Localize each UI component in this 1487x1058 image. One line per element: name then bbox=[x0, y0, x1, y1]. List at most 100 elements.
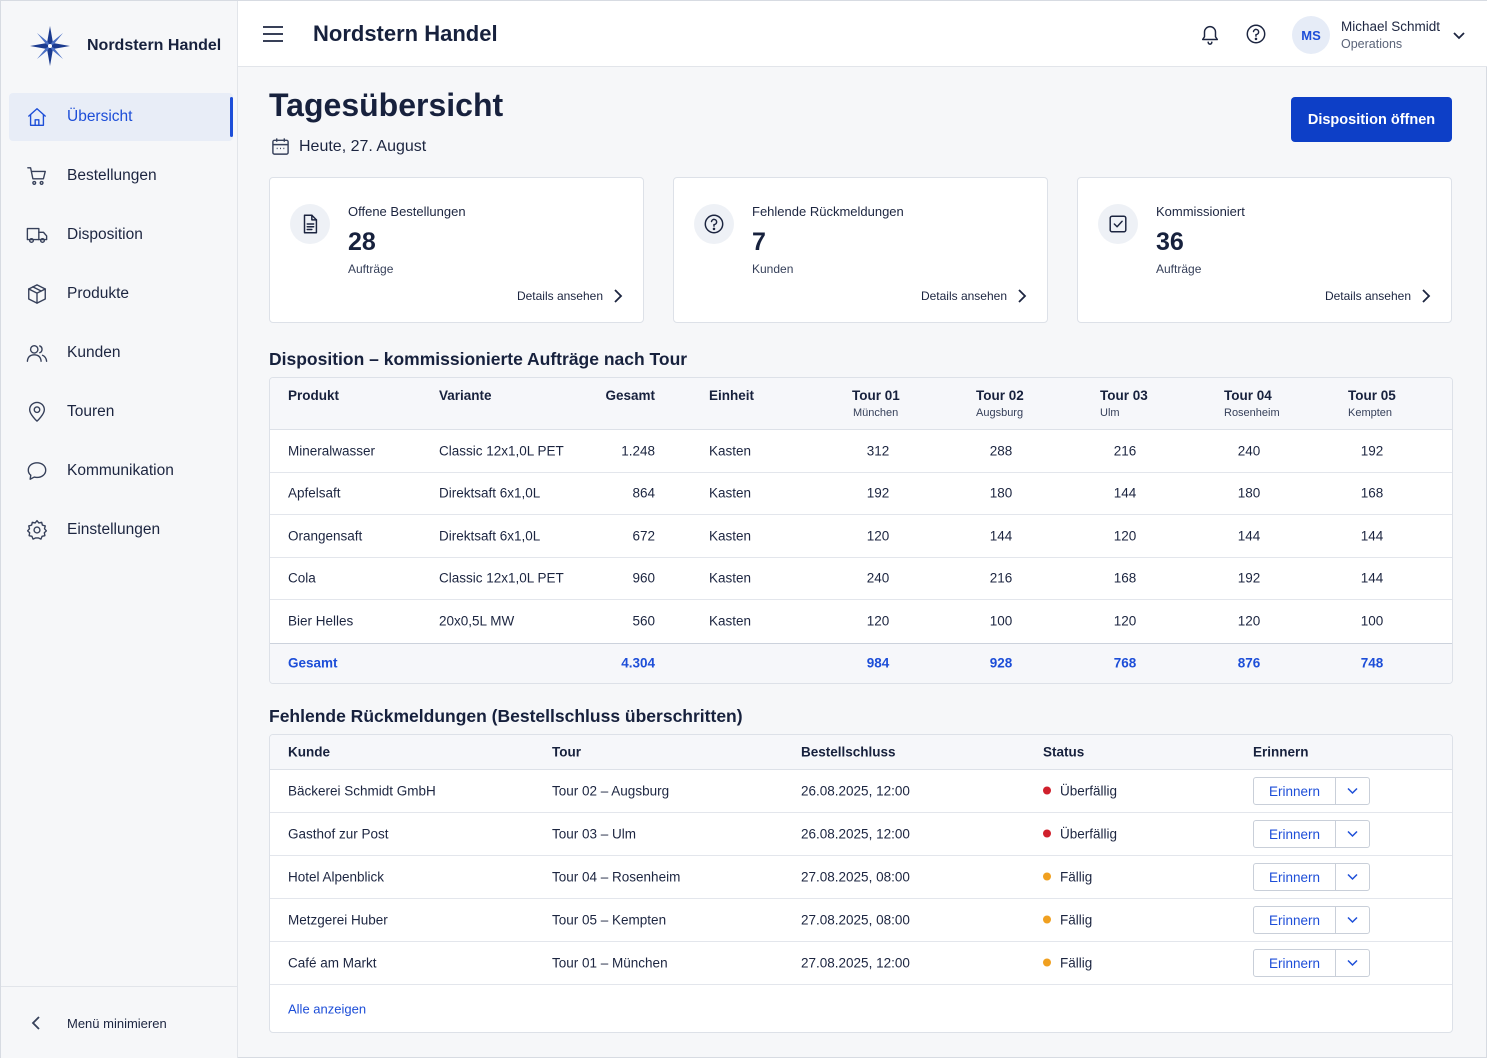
card-details-link[interactable]: Details ansehen bbox=[517, 288, 623, 304]
remind-options-dropdown[interactable] bbox=[1336, 821, 1369, 847]
top-header: Nordstern Handel MS Michael Schmidt Oper… bbox=[238, 1, 1487, 67]
card-label: Offene Bestellungen bbox=[348, 204, 466, 219]
table-footer: Alle anzeigen bbox=[270, 985, 1452, 1032]
column-header-gesamt: Gesamt bbox=[605, 388, 655, 403]
cell-variante: Direktsaft 6x1,0L bbox=[439, 528, 541, 544]
remind-options-dropdown[interactable] bbox=[1336, 950, 1369, 976]
sidebar-item-label: Kommunikation bbox=[67, 462, 174, 479]
show-all-link[interactable]: Alle anzeigen bbox=[288, 1001, 367, 1016]
status-badge: Fällig bbox=[1043, 956, 1092, 971]
card-missing-feedback: Fehlende Rückmeldungen 7 Kunden Details … bbox=[673, 177, 1048, 323]
cell-bestellschluss: 26.08.2025, 12:00 bbox=[801, 826, 910, 842]
table-row: Orangensaft Direktsaft 6x1,0L 672 Kasten… bbox=[270, 515, 1452, 558]
chevron-right-icon bbox=[1018, 289, 1027, 303]
menu-toggle-button[interactable] bbox=[262, 24, 284, 44]
status-label: Überfällig bbox=[1060, 826, 1118, 842]
cell-produkt: Cola bbox=[288, 570, 316, 586]
brand[interactable]: Nordstern Handel bbox=[29, 25, 221, 67]
status-badge: Überfällig bbox=[1043, 827, 1117, 842]
card-open-orders: Offene Bestellungen 28 Aufträge Details … bbox=[269, 177, 644, 323]
remind-button[interactable]: Erinnern bbox=[1254, 907, 1336, 933]
remind-split-button: Erinnern bbox=[1253, 863, 1370, 891]
status-label: Überfällig bbox=[1060, 783, 1118, 799]
remind-options-dropdown[interactable] bbox=[1336, 864, 1369, 890]
card-unit: Aufträge bbox=[1156, 262, 1202, 276]
remind-options-dropdown[interactable] bbox=[1336, 778, 1369, 804]
sidebar-item-kunden[interactable]: Kunden bbox=[9, 329, 233, 377]
status-badge: Überfällig bbox=[1043, 784, 1117, 799]
avatar[interactable]: MS bbox=[1292, 16, 1330, 54]
sidebar-item-kommunikation[interactable]: Kommunikation bbox=[9, 447, 233, 495]
collapse-menu-button[interactable]: Menü minimieren bbox=[1, 986, 237, 1058]
cell-tour: Tour 02 – Augsburg bbox=[552, 783, 670, 799]
column-header-bestellschluss: Bestellschluss bbox=[801, 744, 896, 760]
card-link-label: Details ansehen bbox=[920, 289, 1007, 303]
sidebar-item-produkte[interactable]: Produkte bbox=[9, 270, 233, 318]
chat-icon bbox=[25, 459, 49, 483]
total-tour-02: 928 bbox=[989, 655, 1013, 671]
cell-tour-02: 100 bbox=[989, 613, 1013, 629]
user-menu-dropdown[interactable] bbox=[1452, 28, 1466, 42]
open-disposition-button[interactable]: Disposition öffnen bbox=[1291, 97, 1452, 142]
cell-variante: Classic 12x1,0L PET bbox=[439, 443, 564, 459]
remind-button[interactable]: Erinnern bbox=[1254, 950, 1336, 976]
sidebar-item-label: Touren bbox=[67, 403, 115, 420]
table-row: Cola Classic 12x1,0L PET 960 Kasten 240 … bbox=[270, 558, 1452, 600]
status-badge: Fällig bbox=[1043, 913, 1092, 928]
sidebar-item-touren[interactable]: Touren bbox=[9, 388, 233, 436]
cell-kunde: Hotel Alpenblick bbox=[288, 869, 385, 885]
cell-gesamt: 864 bbox=[632, 485, 655, 501]
sidebar-item-bestellungen[interactable]: Bestellungen bbox=[9, 152, 233, 200]
cell-tour-03: 120 bbox=[1113, 613, 1137, 629]
sidebar-item-label: Disposition bbox=[67, 226, 143, 243]
column-header-status: Status bbox=[1043, 744, 1085, 760]
cell-tour-04: 240 bbox=[1237, 443, 1261, 459]
status-label: Fällig bbox=[1060, 869, 1093, 885]
column-header-tour-04: Tour 04 bbox=[1224, 388, 1272, 403]
disposition-table: Produkt Variante Gesamt Einheit Tour 01 … bbox=[269, 377, 1453, 684]
chevron-down-icon bbox=[1347, 830, 1358, 838]
remind-button[interactable]: Erinnern bbox=[1254, 821, 1336, 847]
card-details-link[interactable]: Details ansehen bbox=[1325, 288, 1431, 304]
card-link-label: Details ansehen bbox=[1324, 289, 1411, 303]
cell-tour-01: 120 bbox=[866, 613, 890, 629]
status-badge: Fällig bbox=[1043, 870, 1092, 885]
column-subheader-tour-05: Kempten bbox=[1348, 407, 1393, 419]
remind-split-button: Erinnern bbox=[1253, 906, 1370, 934]
cell-tour: Tour 01 – München bbox=[552, 955, 668, 971]
cell-tour-03: 144 bbox=[1113, 485, 1137, 501]
calendar-icon bbox=[272, 138, 289, 155]
cell-tour-05: 144 bbox=[1360, 528, 1384, 544]
user-name[interactable]: Michael Schmidt bbox=[1341, 19, 1441, 34]
sidebar-item-disposition[interactable]: Disposition bbox=[9, 211, 233, 259]
gear-icon bbox=[25, 518, 49, 542]
sidebar-item-einstellungen[interactable]: Einstellungen bbox=[9, 506, 233, 554]
chevron-down-icon bbox=[1347, 959, 1358, 967]
remind-button[interactable]: Erinnern bbox=[1254, 864, 1336, 890]
table-row: Mineralwasser Classic 12x1,0L PET 1.248 … bbox=[270, 430, 1452, 473]
cell-tour-02: 144 bbox=[989, 528, 1013, 544]
table-row: Gasthof zur Post Tour 03 – Ulm 26.08.202… bbox=[270, 813, 1452, 856]
cell-tour-05: 144 bbox=[1360, 570, 1384, 586]
cart-icon bbox=[25, 164, 49, 188]
card-value: 7 bbox=[752, 228, 766, 256]
help-button[interactable] bbox=[1245, 23, 1269, 47]
card-value: 36 bbox=[1156, 228, 1184, 256]
card-details-link[interactable]: Details ansehen bbox=[921, 288, 1027, 304]
card-value: 28 bbox=[348, 228, 376, 256]
remind-options-dropdown[interactable] bbox=[1336, 907, 1369, 933]
cell-tour: Tour 05 – Kempten bbox=[552, 912, 667, 928]
cell-tour-01: 312 bbox=[866, 443, 890, 459]
cell-tour-01: 192 bbox=[866, 485, 890, 501]
cell-produkt: Orangensaft bbox=[288, 528, 363, 544]
remind-button[interactable]: Erinnern bbox=[1254, 778, 1336, 804]
cell-einheit: Kasten bbox=[709, 613, 752, 629]
sidebar-item-uebersicht[interactable]: Übersicht bbox=[9, 93, 233, 141]
cell-bestellschluss: 27.08.2025, 08:00 bbox=[801, 912, 910, 928]
cell-tour-03: 168 bbox=[1113, 570, 1137, 586]
page-title: Tagesübersicht bbox=[269, 87, 504, 123]
column-header-tour-01: Tour 01 bbox=[852, 388, 900, 403]
notifications-button[interactable] bbox=[1199, 23, 1223, 47]
column-subheader-tour-04: Rosenheim bbox=[1224, 407, 1280, 419]
date-display: Heute, 27. August bbox=[271, 137, 426, 156]
